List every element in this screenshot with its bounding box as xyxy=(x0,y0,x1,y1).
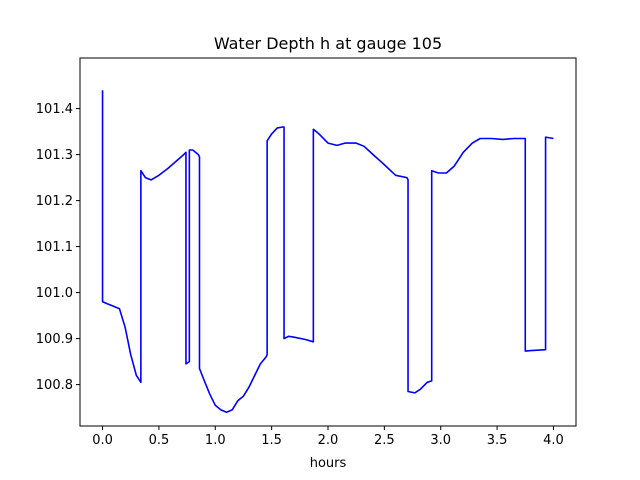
y-tick-label: 100.9 xyxy=(36,332,73,347)
data-layer xyxy=(101,90,554,413)
x-tick-label: 3.0 xyxy=(430,433,451,448)
y-tick-label: 101.2 xyxy=(36,194,73,209)
x-tick-label: 0.5 xyxy=(149,433,170,448)
x-tick-label: 4.0 xyxy=(543,433,564,448)
series-line-1 xyxy=(101,90,554,413)
y-tick-label: 101.4 xyxy=(36,102,73,117)
x-tick-label: 0.0 xyxy=(92,433,113,448)
x-tick-label: 2.0 xyxy=(318,433,339,448)
x-tick-label: 1.0 xyxy=(205,433,226,448)
y-tick-label: 101.0 xyxy=(36,286,73,301)
y-tick-label: 101.1 xyxy=(36,240,73,255)
x-tick-label: 1.5 xyxy=(261,433,282,448)
x-axis-label: hours xyxy=(310,456,347,471)
y-tick-label: 101.3 xyxy=(36,148,73,163)
x-axis: 0.0 0.5 1.0 1.5 2.0 2.5 3.0 3.5 4.0 xyxy=(92,426,564,448)
chart-title: Water Depth h at gauge 105 xyxy=(214,34,442,53)
x-tick-label: 3.5 xyxy=(487,433,508,448)
y-axis: 100.8 100.9 101.0 101.1 101.2 101.3 101.4 xyxy=(36,102,80,393)
y-tick-label: 100.8 xyxy=(36,378,73,393)
x-tick-label: 2.5 xyxy=(374,433,395,448)
